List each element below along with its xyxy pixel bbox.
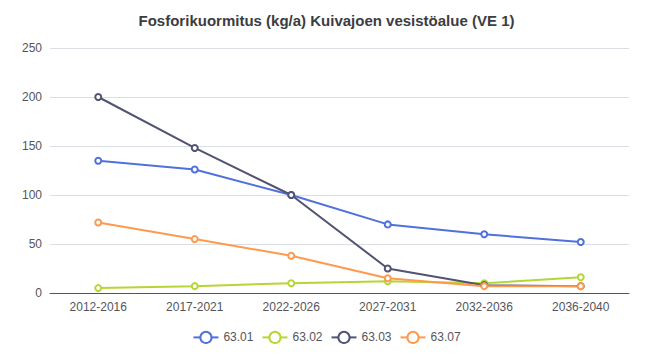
svg-text:63.07: 63.07 xyxy=(431,330,461,344)
svg-text:63.01: 63.01 xyxy=(223,330,253,344)
svg-text:2036-2040: 2036-2040 xyxy=(552,300,610,314)
svg-text:2022-2026: 2022-2026 xyxy=(263,300,321,314)
svg-text:0: 0 xyxy=(35,286,42,300)
svg-text:200: 200 xyxy=(22,90,42,104)
svg-text:2032-2036: 2032-2036 xyxy=(456,300,514,314)
svg-text:250: 250 xyxy=(22,41,42,55)
svg-text:2027-2031: 2027-2031 xyxy=(359,300,417,314)
svg-text:63.02: 63.02 xyxy=(292,330,322,344)
svg-text:100: 100 xyxy=(22,188,42,202)
svg-text:2017-2021: 2017-2021 xyxy=(166,300,224,314)
svg-text:Fosforikuormitus (kg/a) Kuivaj: Fosforikuormitus (kg/a) Kuivajoen vesist… xyxy=(139,12,515,29)
svg-text:2012-2016: 2012-2016 xyxy=(70,300,128,314)
svg-text:63.03: 63.03 xyxy=(362,330,392,344)
svg-text:50: 50 xyxy=(29,237,43,251)
svg-text:150: 150 xyxy=(22,139,42,153)
